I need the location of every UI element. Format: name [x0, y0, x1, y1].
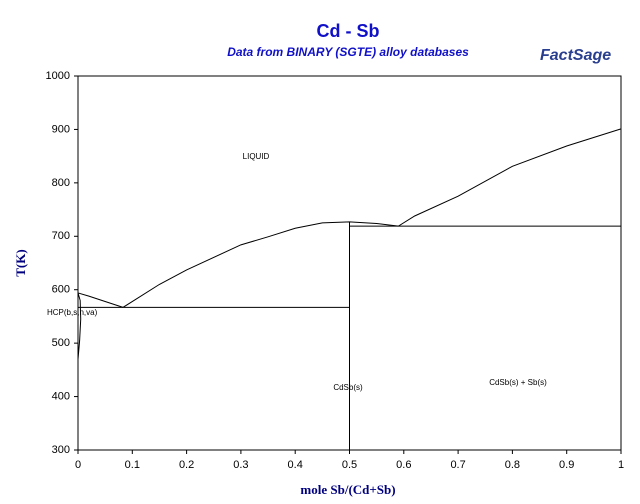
- x-tick-label: 0.4: [288, 459, 303, 471]
- x-tick-label: 0.6: [396, 459, 411, 471]
- y-tick-label: 300: [52, 444, 70, 456]
- x-tick-label: 1: [618, 459, 624, 471]
- y-tick-label: 900: [52, 123, 70, 135]
- y-tick-label: 700: [52, 230, 70, 242]
- x-tick-label: 0.8: [505, 459, 520, 471]
- x-tick-label: 0.1: [125, 459, 140, 471]
- phase-label: CdSb(s): [333, 383, 363, 392]
- phase-label: HCP(b,s,n,va): [47, 308, 98, 317]
- y-tick-label: 800: [52, 177, 70, 189]
- x-tick-label: 0: [75, 459, 81, 471]
- x-tick-label: 0.5: [342, 459, 357, 471]
- phase-boundary: [398, 128, 622, 227]
- y-tick-label: 500: [52, 337, 70, 349]
- y-tick-label: 600: [52, 284, 70, 296]
- y-tick-label: 400: [52, 390, 70, 402]
- phase-label: LIQUID: [243, 152, 270, 161]
- y-tick-label: 1000: [46, 70, 70, 82]
- x-axis-label: mole Sb/(Cd+Sb): [300, 482, 395, 497]
- y-axis-label: T(K): [13, 249, 28, 276]
- x-tick-label: 0.9: [559, 459, 574, 471]
- chart-subtitle: Data from BINARY (SGTE) alloy databases: [227, 45, 469, 59]
- phase-boundary: [77, 292, 82, 360]
- phase-boundary: [77, 292, 124, 308]
- phase-label: CdSb(s) + Sb(s): [489, 378, 547, 387]
- x-tick-label: 0.3: [233, 459, 248, 471]
- chart-title: Cd - Sb: [317, 21, 380, 41]
- x-tick-label: 0.7: [450, 459, 465, 471]
- phase-boundary: [122, 221, 399, 308]
- x-tick-label: 0.2: [179, 459, 194, 471]
- logo: FactSage: [540, 47, 611, 64]
